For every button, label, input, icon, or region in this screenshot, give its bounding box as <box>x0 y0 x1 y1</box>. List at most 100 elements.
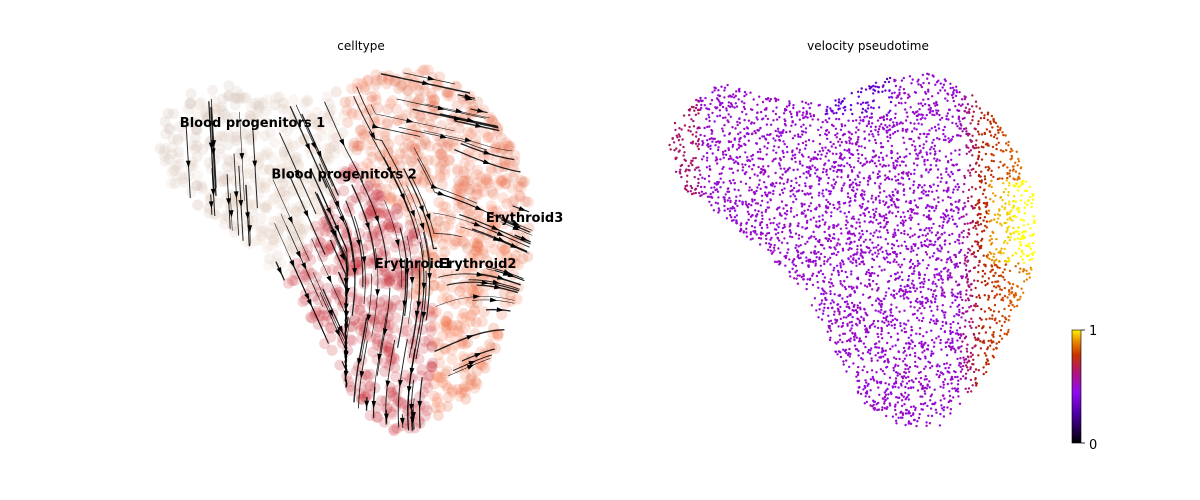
pseudotime-point <box>876 326 880 330</box>
celltype-point <box>458 237 470 249</box>
pseudotime-point <box>974 305 977 308</box>
pseudotime-point <box>895 396 898 399</box>
pseudotime-point <box>909 236 912 239</box>
pseudotime-point <box>884 349 887 352</box>
pseudotime-point <box>888 261 892 264</box>
pseudotime-point <box>829 239 833 243</box>
pseudotime-point <box>1003 259 1007 263</box>
pseudotime-point <box>865 400 868 404</box>
pseudotime-point <box>736 204 739 208</box>
pseudotime-point <box>835 136 838 139</box>
pseudotime-point <box>867 348 871 352</box>
pseudotime-point <box>997 340 1001 344</box>
pseudotime-point <box>956 183 959 186</box>
pseudotime-point <box>794 232 798 235</box>
celltype-point <box>168 108 179 120</box>
pseudotime-point <box>838 107 841 110</box>
pseudotime-point <box>907 336 910 339</box>
pseudotime-point <box>832 169 835 173</box>
pseudotime-point <box>777 247 780 250</box>
pseudotime-point <box>996 125 999 128</box>
pseudotime-point <box>871 303 874 307</box>
pseudotime-point <box>987 362 990 366</box>
pseudotime-point <box>892 166 895 169</box>
pseudotime-point <box>915 157 918 160</box>
pseudotime-point <box>1014 230 1018 233</box>
pseudotime-point <box>897 263 900 266</box>
celltype-point <box>214 114 226 125</box>
pseudotime-point <box>851 181 855 184</box>
pseudotime-point <box>845 370 848 373</box>
pseudotime-point <box>906 210 910 213</box>
pseudotime-point <box>719 158 722 161</box>
pseudotime-point <box>951 218 955 221</box>
celltype-point <box>339 96 351 108</box>
pseudotime-point <box>870 106 873 109</box>
celltype-point <box>439 168 451 180</box>
pseudotime-point <box>940 404 943 407</box>
pseudotime-point <box>907 393 910 397</box>
pseudotime-point <box>840 141 843 144</box>
pseudotime-point <box>805 112 808 116</box>
pseudotime-point <box>727 113 730 116</box>
pseudotime-point <box>870 194 874 197</box>
pseudotime-point <box>1011 206 1014 209</box>
pseudotime-point <box>948 394 952 398</box>
pseudotime-point <box>792 193 795 196</box>
pseudotime-point <box>964 259 967 262</box>
pseudotime-point <box>989 234 992 238</box>
pseudotime-point <box>877 133 880 136</box>
pseudotime-point <box>991 317 994 320</box>
pseudotime-point <box>881 320 884 323</box>
celltype-point <box>392 114 404 126</box>
pseudotime-point <box>923 280 926 283</box>
pseudotime-point <box>783 142 786 146</box>
celltype-point <box>369 317 381 328</box>
pseudotime-point <box>773 244 776 247</box>
celltype-point <box>347 163 359 175</box>
pseudotime-point <box>913 199 916 202</box>
celltype-point <box>492 328 504 340</box>
celltype-point <box>504 260 516 272</box>
celltype-point <box>299 97 311 109</box>
pseudotime-point <box>817 104 820 107</box>
celltype-point <box>312 279 324 291</box>
pseudotime-point <box>838 144 842 147</box>
pseudotime-point <box>874 128 877 132</box>
pseudotime-point <box>983 272 987 275</box>
pseudotime-point <box>1013 195 1016 198</box>
pseudotime-point <box>850 320 853 324</box>
pseudotime-point <box>952 320 955 324</box>
pseudotime-point <box>858 181 862 184</box>
pseudotime-point <box>842 316 845 319</box>
celltype-point <box>408 160 419 172</box>
pseudotime-point <box>1029 195 1032 199</box>
pseudotime-point <box>904 108 907 111</box>
pseudotime-point <box>944 367 947 370</box>
pseudotime-point <box>816 168 819 171</box>
pseudotime-point <box>969 351 973 355</box>
celltype-point <box>486 165 498 177</box>
pseudotime-point <box>836 242 839 245</box>
celltype-point <box>388 423 400 435</box>
pseudotime-point <box>966 297 970 300</box>
pseudotime-point <box>840 176 843 179</box>
celltype-point <box>355 133 367 144</box>
pseudotime-point <box>859 235 863 238</box>
pseudotime-point <box>992 117 995 121</box>
pseudotime-point <box>711 91 714 94</box>
pseudotime-point <box>871 253 874 256</box>
celltype-point <box>459 370 471 382</box>
pseudotime-point <box>860 153 864 157</box>
celltype-point <box>359 391 371 403</box>
pseudotime-point <box>754 209 757 212</box>
pseudotime-point <box>798 175 802 179</box>
pseudotime-point <box>936 231 939 235</box>
pseudotime-point <box>778 212 782 215</box>
pseudotime-point <box>966 260 969 263</box>
pseudotime-point <box>798 162 802 165</box>
celltype-point <box>358 275 370 287</box>
celltype-point <box>422 64 434 76</box>
pseudotime-point <box>861 202 864 206</box>
pseudotime-point <box>738 199 741 203</box>
